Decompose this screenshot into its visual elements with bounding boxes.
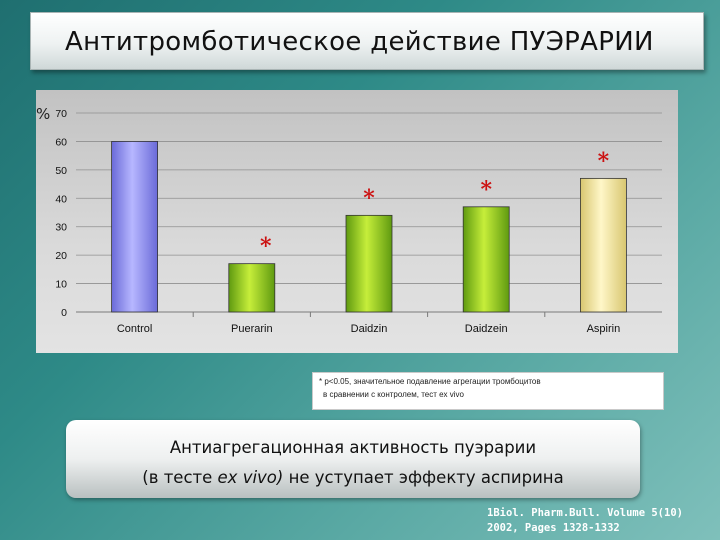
conclusion-box: Антиагрегационная активность пуэрарии (в… xyxy=(66,420,640,498)
title-box: Антитромботическое действие ПУЭРАРИИ xyxy=(30,12,704,70)
bar-puerarin xyxy=(228,263,276,313)
y-tick-label: 30 xyxy=(55,222,67,234)
x-tick-label: Aspirin xyxy=(587,323,621,335)
bar-chart: 0 10 20 30 40 50 60 70% Control Puerarin * Daidzin *… xyxy=(36,105,662,335)
x-tick-label: Control xyxy=(117,323,152,335)
bar-control xyxy=(111,141,158,313)
y-tick-label: 20 xyxy=(55,250,67,262)
note-line-2: в сравнении с контролем, тест ex vivo xyxy=(323,390,465,399)
y-tick-label: 70 xyxy=(55,108,67,120)
bar-aspirin xyxy=(580,177,627,313)
significance-marker: * xyxy=(260,234,272,260)
conclusion-prefix: (в тесте xyxy=(142,468,218,487)
significance-marker: * xyxy=(363,185,375,211)
bar-daidzin xyxy=(345,214,393,313)
slide-title: Антитромботическое действие ПУЭРАРИИ xyxy=(65,27,654,57)
reference-line-2: 2002, Pages 1328-1332 xyxy=(487,522,620,534)
y-tick-label: 10 xyxy=(55,279,67,291)
bar-daidzein xyxy=(462,206,510,313)
conclusion-line-1: Антиагрегационная активность пуэрарии xyxy=(169,438,537,457)
y-axis-label: % xyxy=(36,105,50,123)
reference-line-1: 1Biol. Pharm.Bull. Volume 5(10) xyxy=(487,507,683,519)
y-tick-label: 60 xyxy=(55,136,67,148)
significance-marker: * xyxy=(480,177,492,203)
y-tick-label: 40 xyxy=(55,193,67,205)
conclusion-line-2: (в тесте ex vivo) не уступает эффекту ас… xyxy=(66,468,640,487)
x-tick-label: Daidzein xyxy=(465,323,508,335)
y-tick-label: 0 xyxy=(61,307,67,319)
reference: 1Biol. Pharm.Bull. Volume 5(10) 2002, Pa… xyxy=(487,506,683,536)
conclusion-ex-vivo: ex vivo) xyxy=(217,468,284,487)
x-tick-label: Puerarin xyxy=(231,323,273,335)
conclusion-suffix: не уступает эффекту аспирина xyxy=(283,468,564,487)
significance-marker: * xyxy=(598,148,610,174)
y-tick-label: 50 xyxy=(55,165,67,177)
note-line-1: * p<0.05, значительное подавление агрега… xyxy=(319,377,541,386)
significance-note: * p<0.05, значительное подавление агрега… xyxy=(312,372,664,410)
chart-panel: 0 10 20 30 40 50 60 70% Control Puerarin * Daidzin *… xyxy=(36,90,678,353)
x-tick-label: Daidzin xyxy=(351,323,388,335)
